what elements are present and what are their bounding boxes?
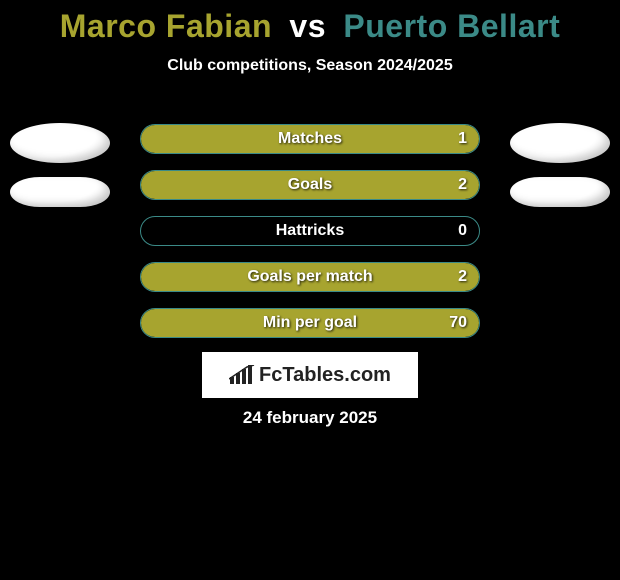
stat-value: 2	[458, 176, 467, 194]
title-vs: vs	[289, 8, 326, 44]
player1-name: Marco Fabian	[60, 8, 272, 44]
stat-value: 2	[458, 268, 467, 286]
player1-avatar-placeholder	[10, 123, 110, 213]
page-title: Marco Fabian vs Puerto Bellart	[0, 0, 620, 45]
avatar-body-icon	[510, 177, 610, 207]
stat-value: 1	[458, 130, 467, 148]
stat-row: Min per goal70	[140, 308, 480, 338]
player2-name: Puerto Bellart	[343, 8, 560, 44]
stat-row: Hattricks0	[140, 216, 480, 246]
stat-label: Goals	[141, 176, 479, 194]
stats-rows: Matches1Goals2Hattricks0Goals per match2…	[140, 124, 480, 354]
stat-label: Matches	[141, 130, 479, 148]
comparison-infographic: Marco Fabian vs Puerto Bellart Club comp…	[0, 0, 620, 580]
source-logo: FcTables.com	[202, 352, 418, 398]
source-logo-inner: FcTables.com	[229, 364, 391, 387]
stat-value: 0	[458, 222, 467, 240]
stat-row: Matches1	[140, 124, 480, 154]
avatar-head-icon	[510, 123, 610, 163]
stat-label: Goals per match	[141, 268, 479, 286]
subtitle: Club competitions, Season 2024/2025	[0, 57, 620, 75]
stat-label: Min per goal	[141, 314, 479, 332]
player2-avatar-placeholder	[510, 123, 610, 213]
avatar-body-icon	[10, 177, 110, 207]
stat-value: 70	[449, 314, 467, 332]
stat-row: Goals2	[140, 170, 480, 200]
bar-chart-icon	[229, 365, 255, 385]
footer-date: 24 february 2025	[0, 408, 620, 428]
source-logo-text: FcTables.com	[259, 364, 391, 387]
stat-row: Goals per match2	[140, 262, 480, 292]
avatar-head-icon	[10, 123, 110, 163]
stat-label: Hattricks	[141, 222, 479, 240]
